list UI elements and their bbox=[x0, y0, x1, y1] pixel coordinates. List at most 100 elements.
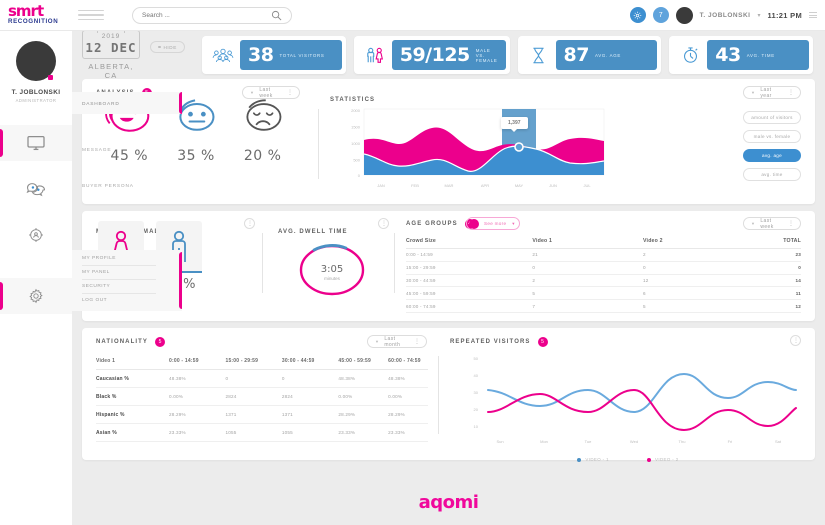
repeated-visitors-chart[interactable]: 50 40 30 20 10 Sun Mon Tue Wed Thu Fri S… bbox=[448, 350, 808, 462]
legend-button-avg-time[interactable]: avg. time bbox=[743, 168, 801, 181]
list-view-icon[interactable] bbox=[809, 12, 817, 18]
sidebar-item-buyer-persona[interactable] bbox=[0, 217, 72, 253]
search-icon bbox=[271, 10, 282, 20]
svg-text:FEB: FEB bbox=[411, 183, 419, 188]
kpi-value: 87 bbox=[563, 44, 590, 66]
sidebar-item-label-message[interactable]: MESSAGE bbox=[82, 148, 112, 153]
repeated-visitors-info-button[interactable]: ⋮ bbox=[790, 335, 801, 346]
kpi-card-avg-age[interactable]: 87 AVG. AGE bbox=[517, 36, 662, 74]
legend-button-avg-age[interactable]: avg. age bbox=[743, 149, 801, 162]
sidebar-submenu-security[interactable]: SECURITY bbox=[82, 280, 156, 294]
cell-value: 0 bbox=[281, 369, 339, 388]
svg-text:Wed: Wed bbox=[630, 439, 638, 444]
legend-button-amount-of-visitors[interactable]: amount of visitors bbox=[743, 111, 801, 124]
sidebar-item-dashboard[interactable] bbox=[0, 125, 72, 161]
statistics-chart[interactable]: 2000 1500 1000 500 0 JAN bbox=[330, 105, 610, 202]
legend-item-video1[interactable]: VIDEO - 1 bbox=[577, 457, 609, 462]
svg-text:Sat: Sat bbox=[775, 439, 782, 444]
svg-text:10: 10 bbox=[474, 424, 479, 429]
cell-value: 28.29% bbox=[338, 405, 389, 424]
mood-neutral[interactable]: 35 % bbox=[171, 93, 221, 164]
more-options-icon[interactable]: ⋮ bbox=[788, 90, 794, 96]
sidebar-item-label-buyer-persona[interactable]: BUYER PERSONA bbox=[82, 184, 134, 189]
profile-avatar[interactable] bbox=[16, 41, 56, 81]
more-options-icon[interactable]: ⋮ bbox=[788, 221, 794, 227]
age-groups-filter-label: Last week bbox=[760, 217, 774, 230]
table-row[interactable]: Hispanic % 28.29% 1371 1371 28.29% 28.29… bbox=[96, 405, 428, 424]
table-row[interactable]: 15:00 - 29:59 0 0 0 bbox=[406, 261, 801, 275]
legend-dot-icon bbox=[577, 457, 582, 462]
sidebar-item-message[interactable] bbox=[0, 171, 72, 207]
table-row[interactable]: 60:00 - 74:59 7 5 12 bbox=[406, 299, 801, 313]
chevron-down-icon[interactable]: ▾ bbox=[757, 12, 761, 19]
dwell-header: AVG. DWELL TIME bbox=[278, 220, 348, 238]
sidebar-submenu-my-panel[interactable]: MY PANEL bbox=[82, 266, 156, 280]
cell-value: 28.29% bbox=[169, 405, 226, 424]
age-groups-table-wrap[interactable]: Crowd Size Video 1 Video 2 TOTAL 0:00 - … bbox=[406, 235, 801, 315]
chevron-down-icon: ▼ bbox=[250, 90, 255, 95]
nationality-filter-label: Last month bbox=[384, 335, 401, 348]
sidebar-submenu-my-profile[interactable]: MY PROFILE bbox=[82, 252, 156, 266]
kpi-body: 43 AVG. TIME bbox=[707, 40, 810, 70]
search-input[interactable] bbox=[142, 11, 271, 19]
nationality-filter-dropdown[interactable]: ▼ Last month ⋮ bbox=[367, 335, 427, 348]
column-header: 30:00 - 44:59 bbox=[281, 354, 339, 370]
cell-total: 12 bbox=[745, 299, 801, 313]
legend-item-video2[interactable]: VIDEO - 2 bbox=[647, 457, 679, 462]
mood-sad[interactable]: 20 % bbox=[238, 93, 288, 164]
search-box[interactable] bbox=[132, 6, 292, 24]
cell-value: 2824 bbox=[281, 387, 339, 406]
app-logo[interactable]: smrt RECOGNITION bbox=[0, 3, 72, 26]
cell-value: 48.38% bbox=[338, 369, 389, 388]
more-options-icon[interactable]: ⋮ bbox=[287, 90, 293, 96]
table-row[interactable]: Caucasian % 48.38% 0 0 48.38% 48.38% bbox=[96, 369, 428, 388]
analysis-filter-dropdown[interactable]: ▼ Last week ⋮ bbox=[242, 86, 300, 99]
see-more-dropdown[interactable]: See more ▼ bbox=[466, 217, 521, 230]
table-row[interactable]: 45:00 - 59:59 5 6 11 bbox=[406, 286, 801, 301]
column-header: Video 1 bbox=[532, 235, 643, 249]
more-options-icon[interactable]: ⋮ bbox=[414, 339, 420, 345]
table-row[interactable]: 0:00 - 14:59 21 2 23 bbox=[406, 248, 801, 262]
cell-total: 14 bbox=[745, 274, 801, 288]
cell-total: 11 bbox=[745, 286, 801, 301]
svg-text:40: 40 bbox=[474, 373, 479, 378]
kpi-card-avg-time[interactable]: 43 AVG. TIME bbox=[669, 36, 814, 74]
area-chart-svg: 2000 1500 1000 500 0 JAN bbox=[351, 108, 605, 188]
cell-value: 23.33% bbox=[169, 423, 226, 442]
notifications-button[interactable]: 7 bbox=[652, 7, 669, 23]
table-row[interactable]: 30:00 - 44:59 2 12 14 bbox=[406, 274, 801, 288]
gender-info-button[interactable]: ⋮ bbox=[244, 218, 255, 229]
analysis-filter-label: Last week bbox=[259, 86, 273, 99]
topbar-right-group: 7 T. JOBLONSKI ▾ 11:21 PM bbox=[629, 6, 825, 24]
hide-button[interactable]: HIDE bbox=[150, 41, 185, 53]
sidebar-item-settings[interactable] bbox=[0, 278, 72, 314]
avatar[interactable] bbox=[675, 6, 693, 24]
kpi-label: AVG. AGE bbox=[595, 52, 622, 58]
table-row[interactable]: Asian % 23.33% 1055 1055 23.33% 23.33% bbox=[96, 423, 428, 442]
sidebar-item-label-dashboard[interactable]: DASHBOARD bbox=[82, 102, 120, 107]
repeated-visitors-badge: 5 bbox=[537, 337, 548, 347]
age-groups-table: Crowd Size Video 1 Video 2 TOTAL 0:00 - … bbox=[406, 235, 801, 315]
kpi-card-male-vs-female[interactable]: 59/125 MALE VS. FEMALE bbox=[353, 36, 510, 74]
sidebar-submenu-log-out[interactable]: LOG OUT bbox=[82, 298, 108, 303]
hamburger-menu-icon[interactable] bbox=[78, 7, 104, 24]
cell-value: 2824 bbox=[225, 387, 282, 406]
stopwatch-icon bbox=[673, 46, 707, 64]
legend-button-male-vs-female[interactable]: male vs. female bbox=[743, 130, 801, 143]
logo-sub-text: RECOGNITION bbox=[8, 17, 59, 25]
cell-label: Asian % bbox=[96, 423, 170, 442]
nationality-table-wrap[interactable]: Video 1 0:00 - 14:59 15:00 - 29:59 30:00… bbox=[96, 354, 428, 442]
dwell-info-button[interactable]: ⋮ bbox=[378, 218, 389, 229]
svg-text:2000: 2000 bbox=[351, 108, 361, 113]
table-row[interactable]: 75:00 - 89:59 3 2 5 bbox=[406, 312, 801, 315]
kpi-card-total-visitors[interactable]: 38 TOTAL VISITORS bbox=[202, 36, 346, 74]
cell-crowd-size: 15:00 - 29:59 bbox=[406, 261, 533, 275]
statistics-filter-dropdown[interactable]: ▼ Last year ⋮ bbox=[743, 86, 801, 99]
age-groups-filter-dropdown[interactable]: ▼ Last week ⋮ bbox=[743, 217, 801, 230]
settings-button[interactable] bbox=[629, 7, 646, 23]
cell-total: 23 bbox=[745, 248, 801, 262]
cell-value: 1055 bbox=[281, 423, 339, 442]
table-row[interactable]: Black % 0.00% 2824 2824 0.00% 0.00% bbox=[96, 387, 428, 406]
divider bbox=[394, 233, 395, 293]
legend-label: VIDEO - 2 bbox=[655, 457, 679, 462]
